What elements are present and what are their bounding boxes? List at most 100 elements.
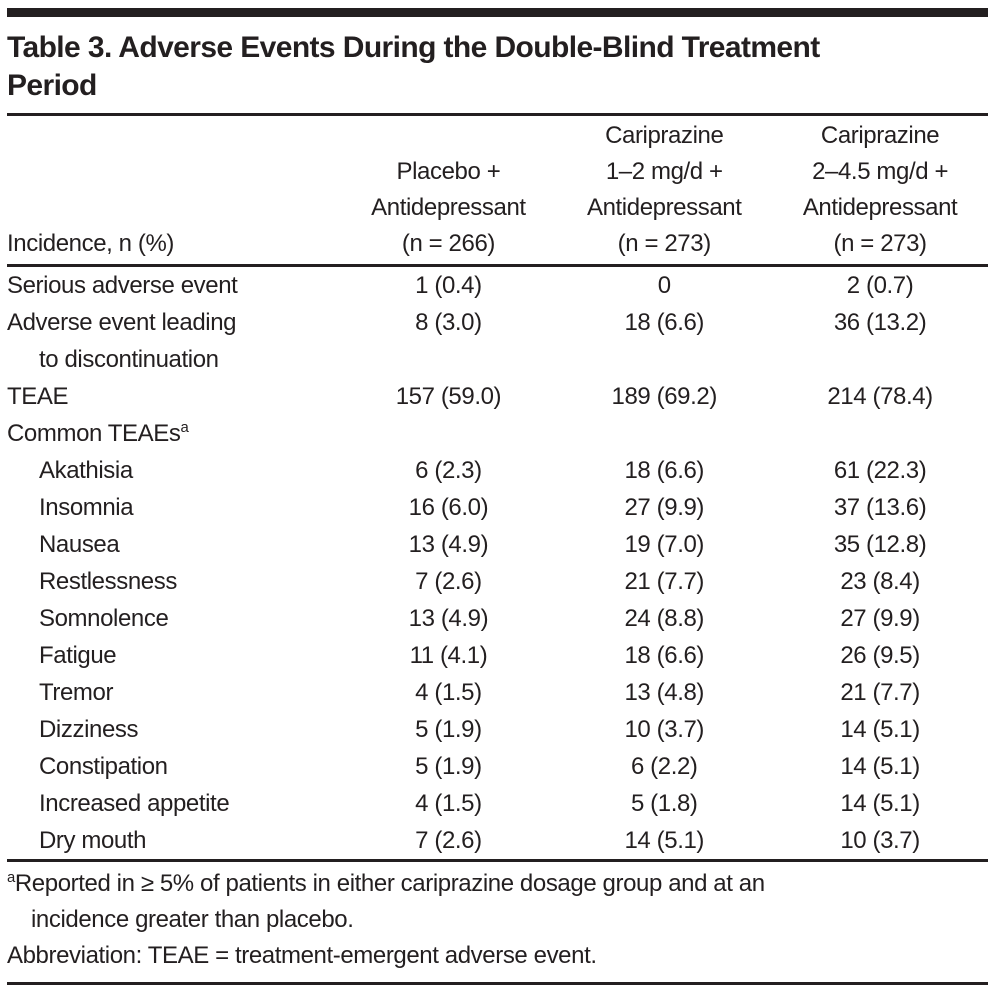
header-cariprazine-low-line-1: Cariprazine <box>605 122 724 149</box>
cell-value: 13 (4.9) <box>408 605 489 632</box>
table-title: Table 3. Adverse Events During the Doubl… <box>7 29 988 105</box>
cell-value: 5 (1.9) <box>415 753 482 780</box>
row-label: Akathisia <box>39 457 133 484</box>
header-cariprazine-high-line-4: (n = 273) <box>833 230 928 257</box>
table-header: Incidence, n (%) Placebo + Antidepressan… <box>7 116 988 267</box>
cell-value: 61 (22.3) <box>833 457 927 484</box>
footnote-a-text-line-2: incidence greater than placebo. <box>31 906 354 933</box>
cell-value: 26 (9.5) <box>840 642 920 669</box>
cell-value: 7 (2.6) <box>415 568 482 595</box>
cell-value: 2 (0.7) <box>846 272 914 299</box>
header-cariprazine-low-line-2: 1–2 mg/d + <box>605 158 723 185</box>
top-thick-rule <box>7 8 988 17</box>
table-row: Dizziness 5 (1.9) 10 (3.7) 14 (5.1) <box>7 711 988 748</box>
cell-value: 36 (13.2) <box>833 309 927 336</box>
row-label: Increased appetite <box>39 790 230 817</box>
row-label: Nausea <box>39 531 120 558</box>
header-cariprazine-low-group: Cariprazine 1–2 mg/d + Antidepressant (n… <box>556 116 773 267</box>
table-title-line-1: Table 3. Adverse Events During the Doubl… <box>7 31 820 64</box>
cell-value <box>341 415 557 452</box>
cell-value: 157 (59.0) <box>395 383 502 410</box>
cell-value: 5 (1.9) <box>415 716 482 743</box>
table-row: Adverse event leading to discontinuation 8… <box>7 304 988 378</box>
header-row: Incidence, n (%) Placebo + Antidepressan… <box>7 116 988 267</box>
cell-value: 1 (0.4) <box>415 272 482 299</box>
cell-value: 11 (4.1) <box>409 642 488 669</box>
row-label: TEAE <box>7 383 69 410</box>
table-row: Serious adverse event 1 (0.4) 0 2 (0.7) <box>7 266 988 305</box>
cell-value: 18 (6.6) <box>624 457 704 484</box>
cell-value: 10 (3.7) <box>624 716 704 743</box>
cell-value: 23 (8.4) <box>840 568 920 595</box>
cell-value: 13 (4.8) <box>624 679 704 706</box>
row-label: Restlessness <box>39 568 177 595</box>
row-label: Serious adverse event <box>7 272 238 299</box>
bottom-rule <box>7 982 988 985</box>
cell-value: 5 (1.8) <box>630 790 698 817</box>
cell-value: 35 (12.8) <box>833 531 927 558</box>
table-row: Fatigue 11 (4.1) 18 (6.6) 26 (9.5) <box>7 637 988 674</box>
row-label: Constipation <box>39 753 168 780</box>
footnotes: aReported in ≥ 5% of patients in either … <box>7 866 988 974</box>
body-bottom-rule <box>7 859 988 862</box>
header-placebo-line-1: Placebo + <box>396 158 501 185</box>
row-label-continuation: to discontinuation <box>39 346 219 373</box>
cell-value: 27 (9.9) <box>840 605 920 632</box>
table-row: Increased appetite 4 (1.5) 5 (1.8) 14 (5.1) <box>7 785 988 822</box>
header-incidence: Incidence, n (%) <box>7 116 341 267</box>
table-row: Constipation 5 (1.9) 6 (2.2) 14 (5.1) <box>7 748 988 785</box>
cell-value: 214 (78.4) <box>827 383 933 410</box>
header-cariprazine-high-line-3: Antidepressant <box>802 194 958 221</box>
header-cariprazine-high-line-1: Cariprazine <box>820 122 940 149</box>
cell-value <box>772 415 988 452</box>
cell-value: 16 (6.0) <box>408 494 489 521</box>
row-label: Adverse event leading to discontinuation <box>7 304 341 378</box>
cell-value: 4 (1.5) <box>415 679 482 706</box>
table-row: Restlessness 7 (2.6) 21 (7.7) 23 (8.4) <box>7 563 988 600</box>
row-label: Tremor <box>39 679 114 706</box>
cell-value: 0 <box>657 272 671 299</box>
row-label: Somnolence <box>39 605 169 632</box>
table-row: Somnolence 13 (4.9) 24 (8.8) 27 (9.9) <box>7 600 988 637</box>
row-label: Insomnia <box>39 494 134 521</box>
cell-value: 37 (13.6) <box>833 494 927 521</box>
adverse-events-table: Incidence, n (%) Placebo + Antidepressan… <box>7 116 988 859</box>
cell-value: 24 (8.8) <box>624 605 704 632</box>
footnote-marker-ref: a <box>180 420 189 436</box>
header-placebo-line-2: Antidepressant <box>371 194 526 221</box>
header-cariprazine-low-line-4: (n = 273) <box>617 230 712 257</box>
footnote-a-text-line-1: Reported in ≥ 5% of patients in either c… <box>14 870 765 897</box>
cell-value: 13 (4.9) <box>408 531 489 558</box>
cell-value: 21 (7.7) <box>840 679 920 706</box>
cell-value: 14 (5.1) <box>840 790 920 817</box>
cell-value: 6 (2.2) <box>630 753 698 780</box>
header-placebo-line-3: (n = 266) <box>401 230 496 257</box>
table-row: Akathisia 6 (2.3) 18 (6.6) 61 (22.3) <box>7 452 988 489</box>
cell-value: 14 (5.1) <box>840 753 920 780</box>
title-divider-rule <box>7 113 988 116</box>
cell-value: 18 (6.6) <box>624 309 704 336</box>
table-title-line-2: Period <box>7 69 97 102</box>
header-incidence-label: Incidence, n (%) <box>7 230 175 257</box>
cell-value: 27 (9.9) <box>624 494 704 521</box>
cell-value: 18 (6.6) <box>624 642 704 669</box>
table-row: Common TEAEsa <box>7 415 988 452</box>
row-label: Fatigue <box>39 642 117 669</box>
cell-value <box>556 415 772 452</box>
table-row: Dry mouth 7 (2.6) 14 (5.1) 10 (3.7) <box>7 822 988 859</box>
table-row: Insomnia 16 (6.0) 27 (9.9) 37 (13.6) <box>7 489 988 526</box>
header-cariprazine-low-line-3: Antidepressant <box>586 194 742 221</box>
table-row: TEAE 157 (59.0) 189 (69.2) 214 (78.4) <box>7 378 988 415</box>
header-cariprazine-high-line-2: 2–4.5 mg/d + <box>812 158 949 185</box>
table-row: Nausea 13 (4.9) 19 (7.0) 35 (12.8) <box>7 526 988 563</box>
cell-value: 189 (69.2) <box>611 383 718 410</box>
footnote-a-marker: a <box>7 870 15 886</box>
table-row: Tremor 4 (1.5) 13 (4.8) 21 (7.7) <box>7 674 988 711</box>
footnote-a: aReported in ≥ 5% of patients in either … <box>7 866 988 938</box>
cell-value: 7 (2.6) <box>415 827 482 854</box>
header-cariprazine-high-group: Cariprazine 2–4.5 mg/d + Antidepressant … <box>772 116 988 267</box>
cell-value: 8 (3.0) <box>415 309 482 336</box>
header-placebo-group: Placebo + Antidepressant (n = 266) <box>340 116 557 267</box>
cell-value: 19 (7.0) <box>624 531 704 558</box>
